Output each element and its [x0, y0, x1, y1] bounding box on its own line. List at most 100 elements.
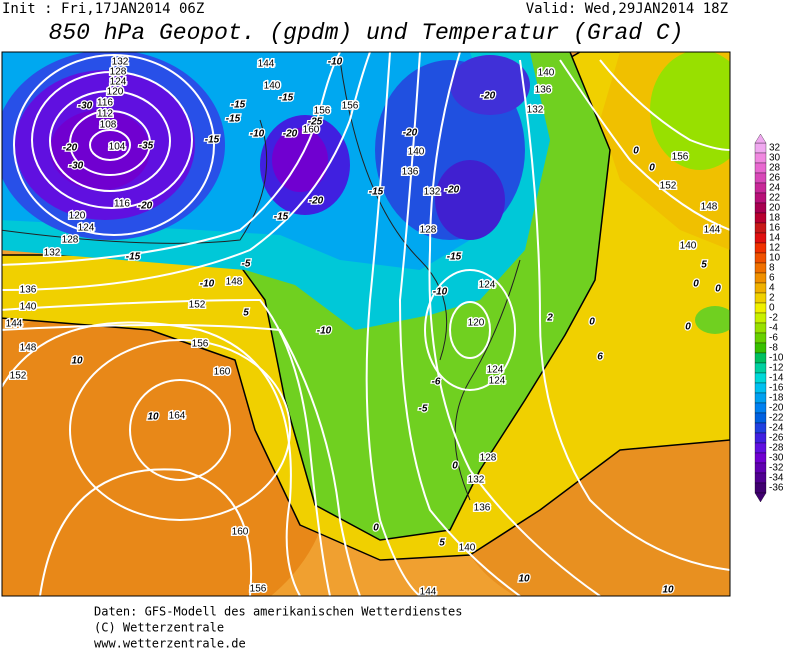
temperature-label: -10 — [328, 57, 343, 68]
colorbar-label: -28 — [769, 443, 784, 454]
colorbar-swatch — [754, 242, 767, 254]
colorbar-label: 16 — [769, 223, 781, 234]
isotherm — [2, 59, 521, 501]
contour — [13, 54, 215, 236]
colorbar-swatch — [754, 272, 767, 284]
map-area: 1321281241201161121081041161201241281321… — [2, 52, 730, 598]
colorbar-swatch — [754, 192, 767, 204]
cool-region — [695, 306, 730, 334]
colorbar-label: -18 — [769, 393, 784, 404]
geopotential-label: 136 — [474, 503, 491, 514]
geopotential-label: 156 — [314, 106, 331, 117]
colorbar-label: -20 — [769, 403, 784, 414]
colorbar-swatch — [754, 142, 767, 154]
contour — [428, 52, 601, 596]
contour — [31, 71, 193, 209]
temperature-label: 10 — [518, 574, 530, 585]
temperature-label: -35 — [139, 141, 154, 152]
temperature-label: -15 — [226, 114, 241, 125]
colorbar-label: -2 — [769, 313, 778, 324]
colorbar-label: 2 — [769, 293, 775, 304]
contour — [89, 129, 131, 161]
geopotential-label: 120 — [107, 87, 124, 98]
colorbar-swatch — [754, 462, 767, 474]
temperature-label: 0 — [452, 461, 458, 472]
geopotential-label: 132 — [44, 248, 61, 259]
colorbar-swatch — [754, 332, 767, 344]
colorbar-label: -4 — [769, 323, 778, 334]
colorbar-label: 26 — [769, 173, 781, 184]
geopotential-label: 156 — [672, 152, 689, 163]
geopotential-label: 156 — [250, 584, 267, 595]
geopotential-label: 140 — [538, 68, 555, 79]
geopotential-label: 124 — [487, 365, 504, 376]
temperature-label: -20 — [283, 129, 298, 140]
colorbar-swatch — [754, 412, 767, 424]
temperature-label: 0 — [693, 279, 699, 290]
geopotential-label: 148 — [701, 202, 718, 213]
temperature-label: -10 — [250, 129, 265, 140]
geopotential-label: 132 — [424, 187, 441, 198]
geopotential-label: 116 — [114, 199, 130, 210]
colorbar-label: -12 — [769, 363, 784, 374]
geopotential-label: 136 — [20, 285, 37, 296]
geopotential-label: 136 — [402, 167, 419, 178]
geopotential-label: 160 — [214, 367, 231, 378]
colorbar-swatch — [754, 202, 767, 214]
geopotential-label: 128 — [110, 67, 127, 78]
footer-line: www.wetterzentrale.de — [94, 637, 246, 648]
contour — [2, 52, 341, 266]
temperature-label: -6 — [432, 377, 441, 388]
colorbar-swatch — [754, 152, 767, 164]
geopotential-label: 156 — [192, 339, 209, 350]
temperature-label: 6 — [597, 352, 603, 363]
colorbar-swatch — [754, 362, 767, 374]
colorbar-swatch — [754, 222, 767, 234]
geopotential-label: 140 — [459, 543, 476, 554]
colorbar-label: 28 — [769, 163, 781, 174]
temperature-label: -20 — [403, 128, 418, 139]
contour — [559, 59, 730, 231]
temperature-label: -10 — [433, 287, 448, 298]
colorbar-swatch — [754, 352, 767, 364]
contour — [599, 59, 730, 151]
contour — [69, 110, 151, 176]
colorbar-label: -32 — [769, 463, 784, 474]
temperature-label: -20 — [481, 91, 496, 102]
contour — [2, 298, 331, 596]
temperature-label: 5 — [701, 260, 707, 271]
temperature-label: -5 — [242, 259, 251, 270]
colorbar-label: 12 — [769, 243, 781, 254]
colorbar-label: -8 — [769, 343, 778, 354]
temperature-label: -20 — [63, 143, 78, 154]
temperature-label: -15 — [126, 252, 141, 263]
temperature-label: -10 — [200, 279, 215, 290]
temperature-label: -15 — [205, 135, 220, 146]
colorbar-swatch — [754, 472, 767, 484]
colorbar-swatch — [754, 252, 767, 264]
temperature-label: -10 — [317, 326, 332, 337]
colorbar-label: -26 — [769, 433, 784, 444]
colorbar-swatch — [754, 182, 767, 194]
colorbar-label: -34 — [769, 473, 784, 484]
temperature-label: -15 — [279, 93, 294, 104]
geopotential-label: 144 — [704, 225, 721, 236]
geopotential-label: 128 — [62, 235, 79, 246]
colorbar-label: 24 — [769, 183, 781, 194]
geopotential-label: 144 — [420, 587, 437, 598]
footer-line: (C) Wetterzentrale — [94, 621, 224, 635]
temperature-label: -30 — [78, 101, 93, 112]
geopotential-label: 108 — [100, 120, 117, 131]
geopotential-label: 152 — [189, 300, 206, 311]
colorbar-label: 0 — [769, 303, 775, 314]
geopotential-label: 140 — [408, 147, 425, 158]
geopotential-label: 160 — [232, 527, 249, 538]
colorbar-swatch — [754, 432, 767, 444]
colorbar-swatch — [754, 482, 767, 494]
colorbar-swatch — [754, 342, 767, 354]
geopotential-label: 160 — [303, 125, 320, 136]
geopotential-label: 124 — [110, 77, 127, 88]
temperature-label: 10 — [662, 585, 674, 596]
geopotential-label: 124 — [479, 280, 496, 291]
colorbar-label: -22 — [769, 413, 784, 424]
